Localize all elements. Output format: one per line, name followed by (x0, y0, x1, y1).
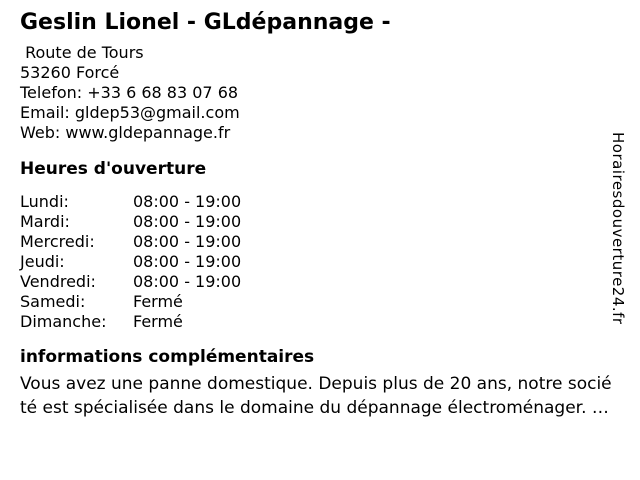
email-label: Email: (20, 103, 70, 122)
opening-hours-heading: Heures d'ouverture (20, 159, 207, 179)
day-hours: 08:00 - 19:00 (133, 212, 242, 231)
opening-hours-table: Lundi: 08:00 - 19:00 Mardi: 08:00 - 19:0… (20, 192, 241, 332)
day-hours: 08:00 - 19:00 (133, 252, 242, 271)
website-label: Web: (20, 123, 61, 142)
day-hours: 08:00 - 19:00 (133, 272, 242, 291)
website-line: Web: www.gldepannage.fr (20, 123, 240, 143)
opening-hours-row: Dimanche: Fermé (20, 312, 241, 332)
additional-info-text: Vous avez une panne domestique. Depuis p… (20, 374, 612, 418)
address-street: Route de Tours (20, 43, 144, 62)
day-hours: Fermé (133, 292, 183, 311)
day-hours: 08:00 - 19:00 (133, 192, 242, 211)
day-hours: Fermé (133, 312, 183, 331)
address-city: 53260 Forcé (20, 63, 120, 82)
day-label: Mardi: (20, 212, 70, 231)
opening-hours-row: Mercredi: 08:00 - 19:00 (20, 232, 241, 252)
opening-hours-row: Jeudi: 08:00 - 19:00 (20, 252, 241, 272)
page-title: Geslin Lionel - GLdépannage - (20, 10, 391, 35)
email-line: Email: gldep53@gmail.com (20, 103, 240, 123)
phone-line: Telefon: +33 6 68 83 07 68 (20, 83, 240, 103)
additional-info-heading: informations complémentaires (20, 347, 315, 367)
opening-hours-row: Lundi: 08:00 - 19:00 (20, 192, 241, 212)
day-label: Samedi: (20, 292, 86, 311)
website-address: www.gldepannage.fr (65, 123, 231, 142)
site-watermark: Horairesdouverture24.fr (609, 132, 627, 325)
day-label: Lundi: (20, 192, 69, 211)
opening-hours-row: Mardi: 08:00 - 19:00 (20, 212, 241, 232)
day-label: Jeudi: (20, 252, 65, 271)
day-label: Dimanche: (20, 312, 107, 331)
day-label: Mercredi: (20, 232, 95, 251)
opening-hours-row: Vendredi: 08:00 - 19:00 (20, 272, 241, 292)
day-hours: 08:00 - 19:00 (133, 232, 242, 251)
email-address: gldep53@gmail.com (74, 103, 240, 122)
contact-info: Route de Tours 53260 Forcé Telefon: +33 … (20, 43, 240, 143)
opening-hours-row: Samedi: Fermé (20, 292, 241, 312)
day-label: Vendredi: (20, 272, 96, 291)
phone-number: +33 6 68 83 07 68 (87, 83, 239, 102)
phone-label: Telefon: (20, 83, 83, 102)
